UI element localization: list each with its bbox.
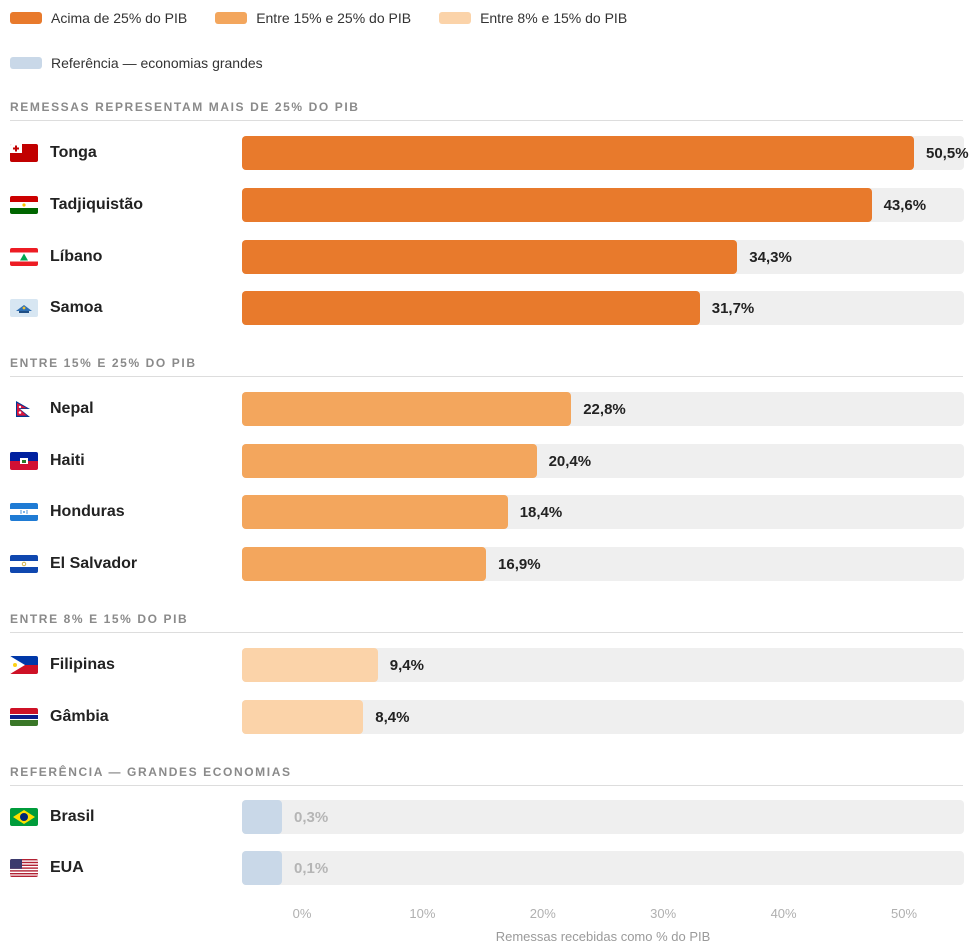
data-label: 0,3% [294, 809, 329, 826]
section-title-15-25: ENTRE 15% E 25% DO PIB [10, 356, 963, 377]
legend-item-15-25: Entre 15% e 25% do PIB [215, 10, 411, 26]
data-label: 43,6% [883, 197, 927, 214]
tajikistan-flag-icon [10, 196, 38, 214]
country-label: Tadjiquistão [50, 196, 144, 213]
x-tick-label: 0% [292, 906, 312, 921]
country-label: Gâmbia [50, 708, 109, 725]
legend-label: Entre 8% e 15% do PIB [480, 10, 628, 26]
bar [242, 700, 364, 734]
haiti-flag-icon [10, 452, 38, 470]
country-label: Filipinas [50, 656, 115, 673]
x-tick-label: 50% [890, 906, 918, 921]
philippines-flag-icon [10, 656, 38, 674]
bar [242, 800, 282, 834]
chart-row: Samoa 31,7% [0, 291, 975, 325]
data-label: 22,8% [583, 401, 626, 418]
country-label: Haiti [50, 452, 85, 469]
samoa-flag-icon [10, 299, 38, 317]
legend: Acima de 25% do PIB Entre 15% e 25% do P… [10, 10, 655, 26]
bar [242, 188, 872, 222]
chart-row: Haiti 20,4% [0, 444, 975, 478]
country-label: Honduras [50, 503, 125, 520]
legend-label: Referência — economias grandes [51, 55, 263, 71]
legend-swatch [215, 12, 248, 24]
usa-flag-icon [10, 859, 38, 877]
x-tick-label: 30% [650, 906, 677, 921]
data-label: 31,7% [711, 300, 755, 317]
x-tick-label: 10% [409, 906, 436, 921]
country-label: Samoa [50, 299, 103, 316]
country-label: Tonga [50, 144, 97, 161]
legend-item-above-25: Acima de 25% do PIB [10, 10, 187, 26]
chart-row: Tonga 50,5% [0, 136, 975, 170]
x-tick-label: 20% [529, 906, 556, 921]
section-title-above-25: REMESSAS REPRESENTAM MAIS DE 25% DO PIB [10, 100, 963, 121]
data-label: 20,4% [548, 453, 592, 470]
data-label: 0,1% [294, 860, 329, 877]
data-label: 50,5% [926, 145, 969, 162]
chart-row: EUA 0,1% [0, 851, 975, 885]
legend-label: Entre 15% e 25% do PIB [256, 10, 412, 26]
chart-row: Gâmbia 8,4% [0, 700, 975, 734]
bar [242, 444, 537, 478]
country-label: El Salvador [50, 555, 138, 572]
lebanon-flag-icon [10, 248, 38, 266]
bar [242, 648, 378, 682]
legend-second-row: Referência — economias grandes [10, 55, 291, 71]
chart-row: El Salvador 16,9% [0, 547, 975, 581]
honduras-flag-icon [10, 503, 38, 521]
legend-swatch [439, 12, 472, 24]
bar [242, 136, 914, 170]
bar [242, 851, 282, 885]
chart-row: Líbano 34,3% [0, 240, 975, 274]
data-label: 9,4% [389, 657, 424, 674]
data-label: 16,9% [498, 556, 541, 573]
legend-swatch [10, 57, 42, 69]
bar-track [242, 851, 964, 885]
chart-row: Nepal 22,8% [0, 392, 975, 426]
tonga-flag-icon [10, 144, 38, 162]
legend-item-8-15: Entre 8% e 15% do PIB [439, 10, 627, 26]
chart-row: Honduras 18,4% [0, 495, 975, 529]
chart-row: Tadjiquistão 43,6% [0, 188, 975, 222]
legend-label: Acima de 25% do PIB [51, 10, 188, 26]
data-label: 34,3% [749, 249, 792, 266]
country-label: Líbano [50, 248, 103, 265]
nepal-flag-icon [10, 400, 38, 418]
bar [242, 547, 487, 581]
chart-row: Brasil 0,3% [0, 800, 975, 834]
country-label: EUA [50, 859, 84, 876]
country-label: Nepal [50, 400, 94, 417]
section-title-8-15: ENTRE 8% E 15% DO PIB [10, 612, 963, 633]
x-tick-label: 40% [770, 906, 797, 921]
data-label: 18,4% [519, 504, 563, 521]
x-axis-label: Remessas recebidas como % do PIB [495, 929, 711, 944]
bar [242, 291, 700, 325]
gambia-flag-icon [10, 708, 38, 726]
bar [242, 392, 572, 426]
brazil-flag-icon [10, 808, 38, 826]
el-salvador-flag-icon [10, 555, 38, 573]
legend-item-reference: Referência — economias grandes [10, 55, 263, 71]
bar-track [242, 800, 964, 834]
country-label: Brasil [50, 808, 95, 825]
section-title-reference: REFERÊNCIA — GRANDES ECONOMIAS [10, 765, 963, 786]
bar [242, 240, 738, 274]
legend-swatch [10, 12, 42, 24]
bar [242, 495, 508, 529]
chart-row: Filipinas 9,4% [0, 648, 975, 682]
data-label: 8,4% [375, 709, 410, 726]
